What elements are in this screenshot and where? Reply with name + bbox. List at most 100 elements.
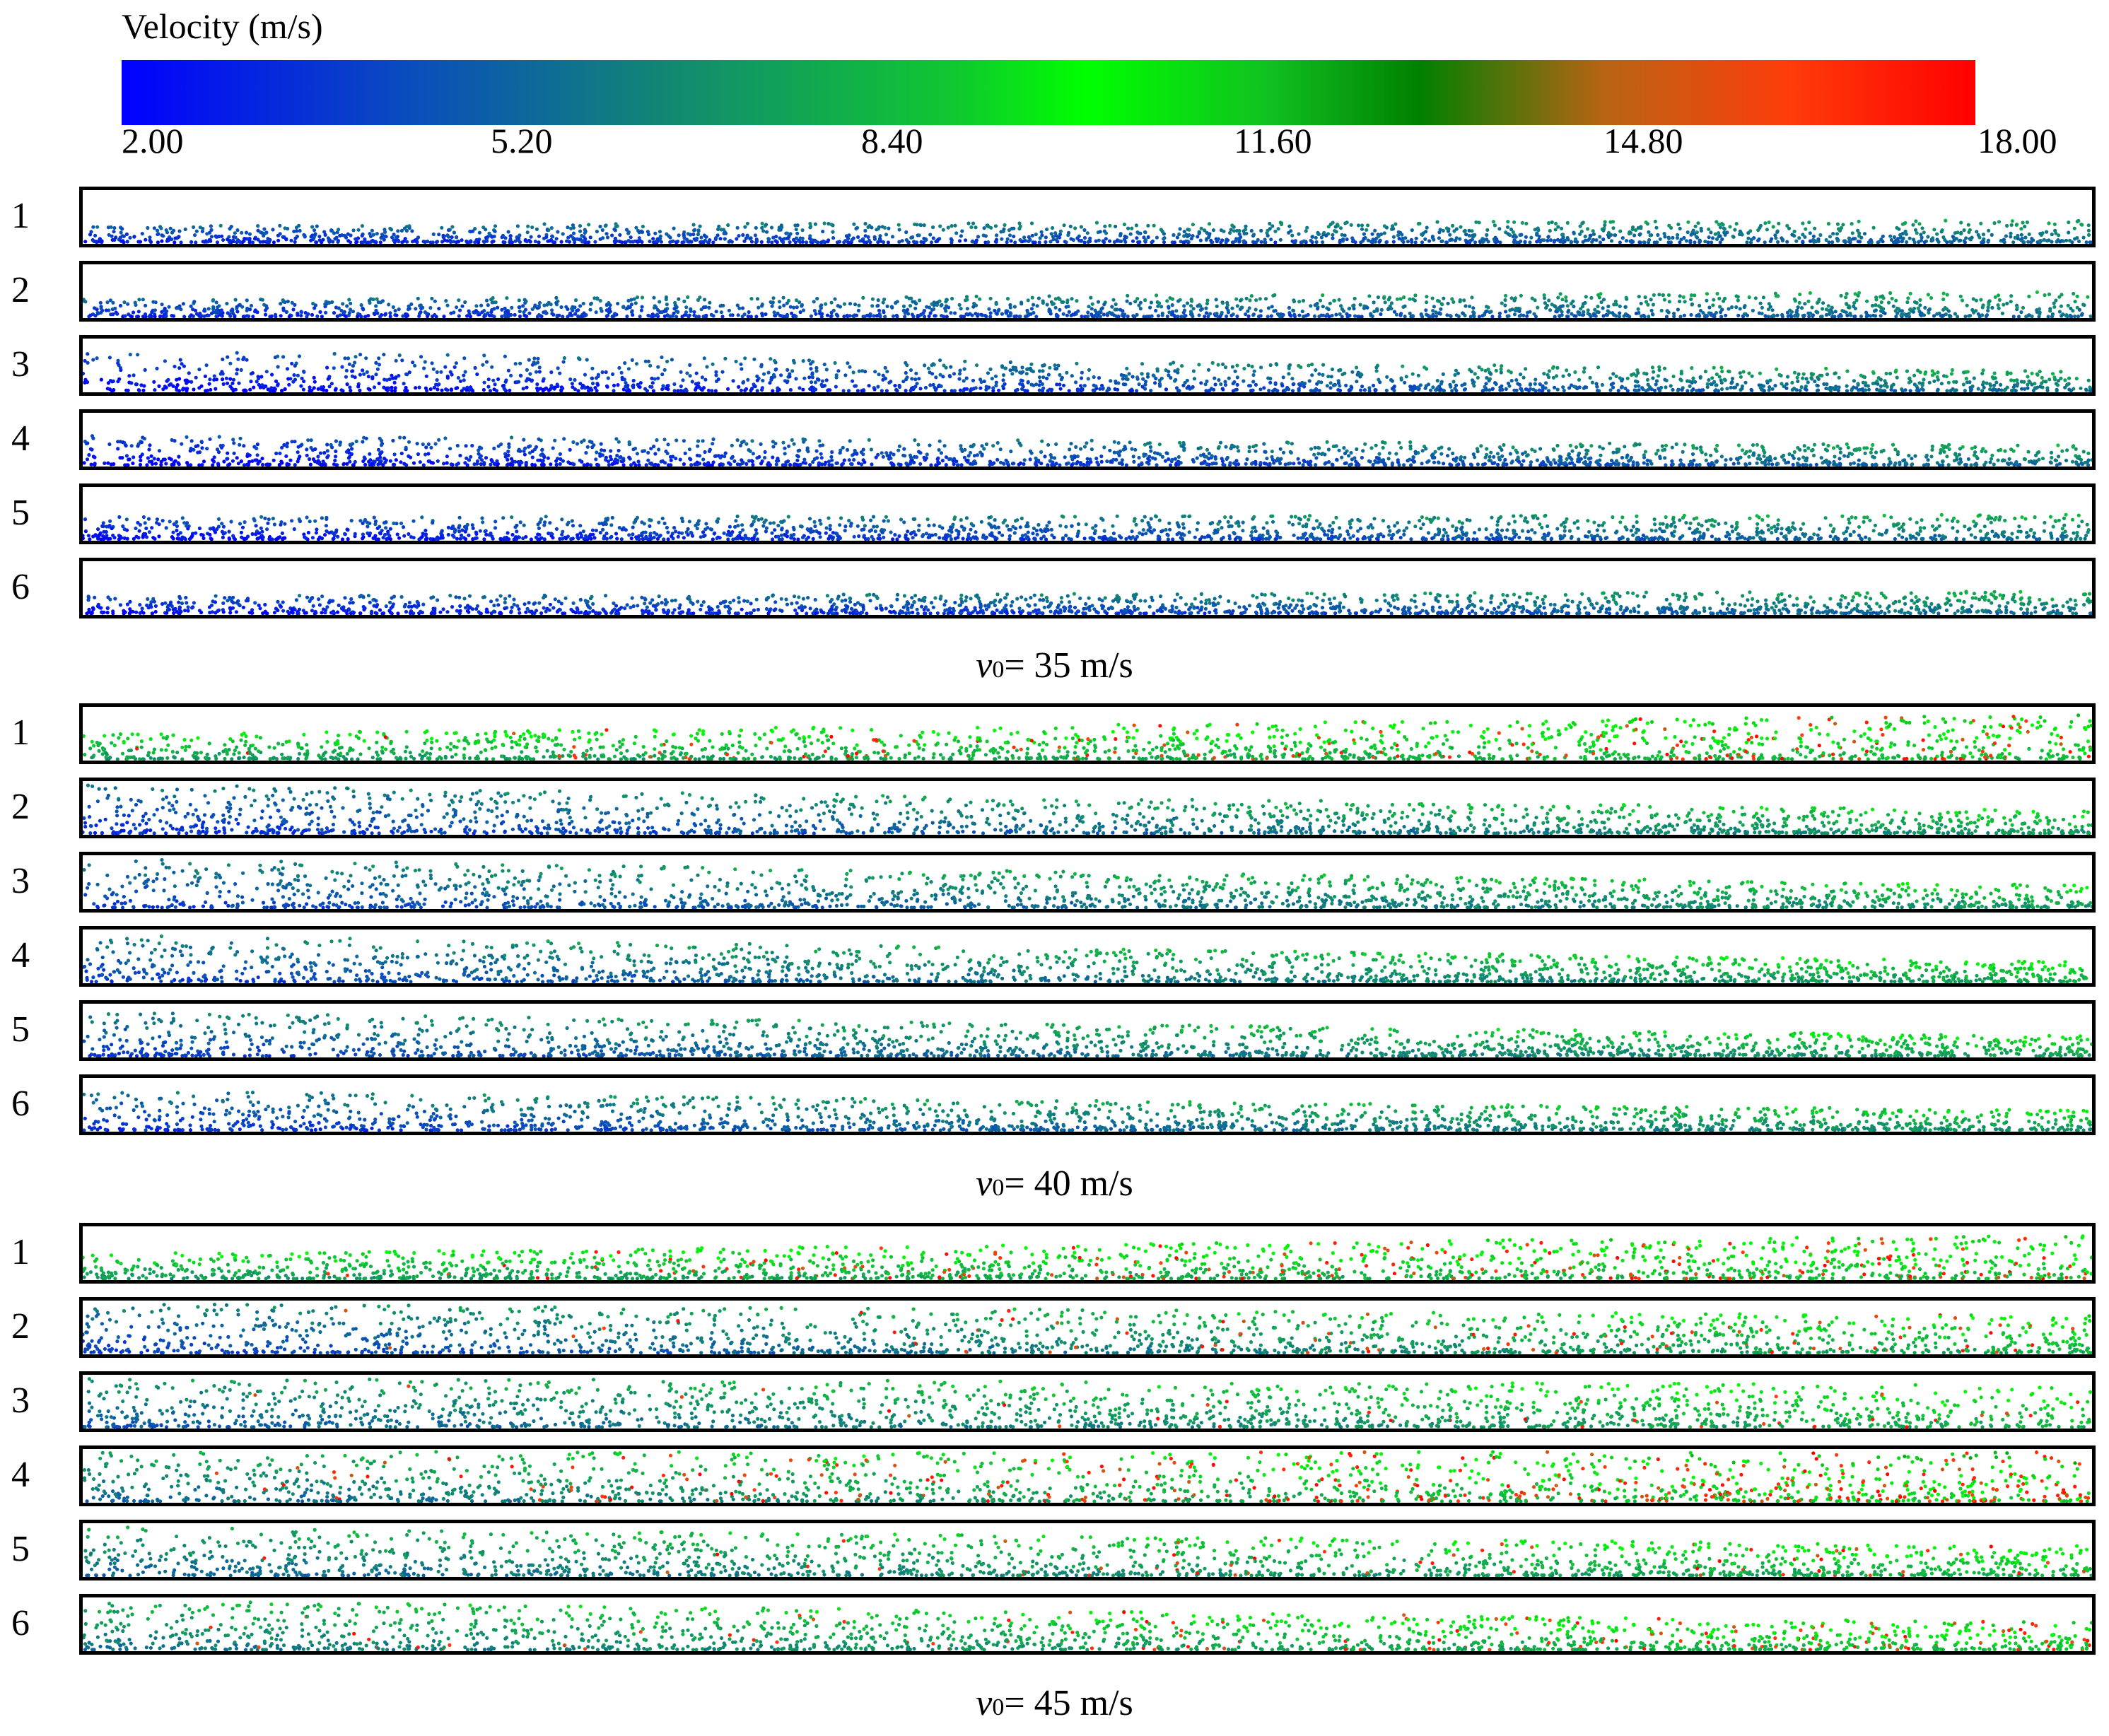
particle	[826, 240, 829, 243]
particle	[638, 236, 641, 240]
particle	[876, 304, 880, 307]
particle	[1305, 226, 1309, 230]
particle	[931, 225, 935, 229]
particle	[1717, 223, 1721, 226]
particle	[219, 224, 223, 228]
particle	[1092, 375, 1096, 379]
particle	[884, 233, 888, 236]
particle	[778, 305, 781, 309]
particle	[1990, 233, 1994, 237]
particle	[1244, 228, 1247, 231]
particle	[449, 240, 452, 244]
particle	[2062, 240, 2065, 243]
particle	[1547, 298, 1550, 302]
particle	[1637, 307, 1640, 311]
particle	[651, 381, 655, 385]
particle	[532, 356, 536, 360]
particle	[1589, 234, 1592, 237]
particle	[1834, 310, 1838, 313]
particle	[1898, 233, 1902, 237]
particle	[863, 229, 867, 233]
particle	[635, 362, 638, 365]
particle	[404, 373, 408, 376]
particle	[1340, 233, 1344, 237]
particle	[932, 236, 935, 240]
particle	[1544, 381, 1548, 385]
particle	[281, 235, 285, 239]
particle	[1613, 233, 1616, 237]
particle	[720, 310, 723, 314]
particle	[1205, 298, 1209, 302]
particle	[1529, 383, 1532, 387]
particle	[665, 384, 669, 387]
particle	[1190, 237, 1193, 240]
particle	[1244, 312, 1247, 316]
particle	[648, 364, 652, 368]
particle	[447, 228, 450, 232]
particle	[354, 375, 357, 379]
particle	[1239, 299, 1242, 303]
particle	[100, 378, 103, 382]
particle	[959, 234, 963, 237]
particle	[1225, 239, 1228, 242]
particle	[789, 388, 793, 392]
particle	[509, 374, 513, 377]
particle	[571, 382, 574, 385]
particle	[623, 361, 626, 365]
particle	[1962, 382, 1965, 386]
particle	[1572, 385, 1576, 388]
particle	[492, 387, 496, 391]
particle	[173, 365, 176, 368]
particle	[2058, 310, 2062, 313]
particle	[474, 304, 478, 307]
particle	[1717, 297, 1721, 300]
particle	[1448, 233, 1451, 237]
particle	[455, 305, 458, 309]
particle	[440, 389, 444, 392]
particle	[1362, 237, 1366, 240]
particle	[1209, 239, 1213, 242]
particle	[679, 370, 683, 374]
particle	[1095, 221, 1099, 225]
particle	[1553, 305, 1557, 308]
particle	[1126, 315, 1130, 318]
particle	[1411, 373, 1415, 376]
particle	[1942, 292, 1946, 295]
particle	[527, 358, 531, 362]
particle	[1897, 307, 1900, 311]
particle	[754, 385, 757, 388]
particle	[1333, 383, 1336, 387]
particle	[349, 233, 352, 237]
particle	[2054, 232, 2057, 235]
particle	[456, 240, 460, 243]
particle	[2080, 223, 2084, 227]
particle	[1572, 231, 1575, 235]
particle	[1551, 366, 1555, 370]
particle	[1963, 315, 1967, 318]
particle	[107, 233, 111, 237]
particle	[1517, 307, 1520, 310]
particle	[685, 371, 689, 375]
particle	[348, 363, 351, 366]
particle	[160, 310, 163, 314]
particle	[333, 352, 337, 356]
particle	[1431, 236, 1435, 240]
particle	[566, 307, 569, 311]
particle	[388, 311, 392, 315]
particle	[1125, 367, 1128, 370]
particle	[1763, 221, 1767, 225]
particle	[1219, 315, 1222, 318]
particle	[266, 240, 269, 244]
particle	[1392, 389, 1396, 392]
particle	[2026, 375, 2029, 378]
particle	[1399, 376, 1403, 380]
particle	[1280, 384, 1284, 387]
particle	[1230, 307, 1234, 310]
particle	[1314, 368, 1317, 372]
particle	[1377, 295, 1380, 299]
particle	[923, 315, 926, 318]
particle	[1208, 312, 1212, 315]
particle	[877, 309, 881, 312]
particle	[1315, 240, 1319, 244]
particle	[1338, 368, 1342, 372]
